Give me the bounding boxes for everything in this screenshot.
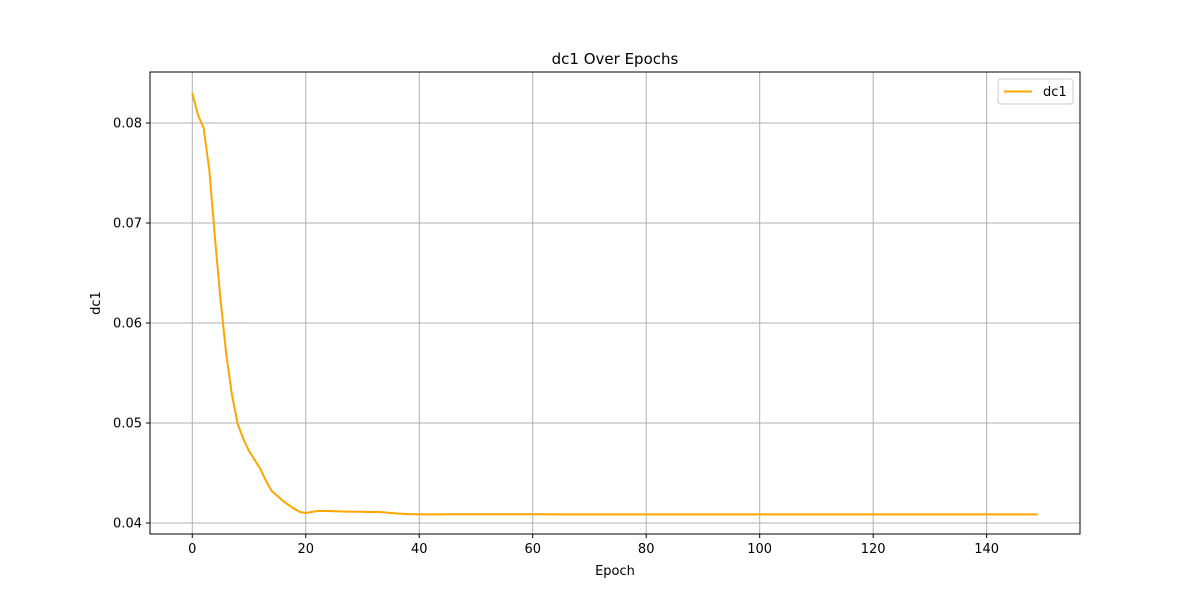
series-layer [191, 92, 1038, 516]
y-tick-label: 0.08 [113, 117, 142, 132]
x-tick-label: 80 [638, 542, 655, 557]
legend: dc1 [997, 78, 1074, 105]
x-tick-label: 20 [297, 542, 314, 557]
x-tick-label: 100 [747, 542, 772, 557]
y-tick-label: 0.04 [113, 517, 142, 532]
y-axis-label: dc1 [89, 291, 104, 315]
chart-title: dc1 Over Epochs [552, 50, 679, 68]
x-tick-label: 120 [861, 542, 886, 557]
plot-frame [149, 71, 1081, 535]
y-tick-label: 0.05 [113, 417, 142, 432]
legend-label-dc1: dc1 [1043, 85, 1067, 100]
x-tick-label: 140 [974, 542, 999, 557]
series-line-dc1 [191, 92, 1038, 516]
x-tick-label: 60 [524, 542, 541, 557]
y-tick-label: 0.07 [113, 217, 142, 232]
x-axis-label: Epoch [595, 564, 635, 579]
legend-box [997, 78, 1074, 105]
grid [150, 72, 1080, 534]
x-tick-label: 40 [411, 542, 428, 557]
y-tick-label: 0.06 [113, 317, 142, 332]
x-tick-label: 0 [188, 542, 196, 557]
ticks: 0 20 40 60 80 100 120 140 0.04 0.05 0.06 0.07 0.08 [113, 117, 999, 558]
